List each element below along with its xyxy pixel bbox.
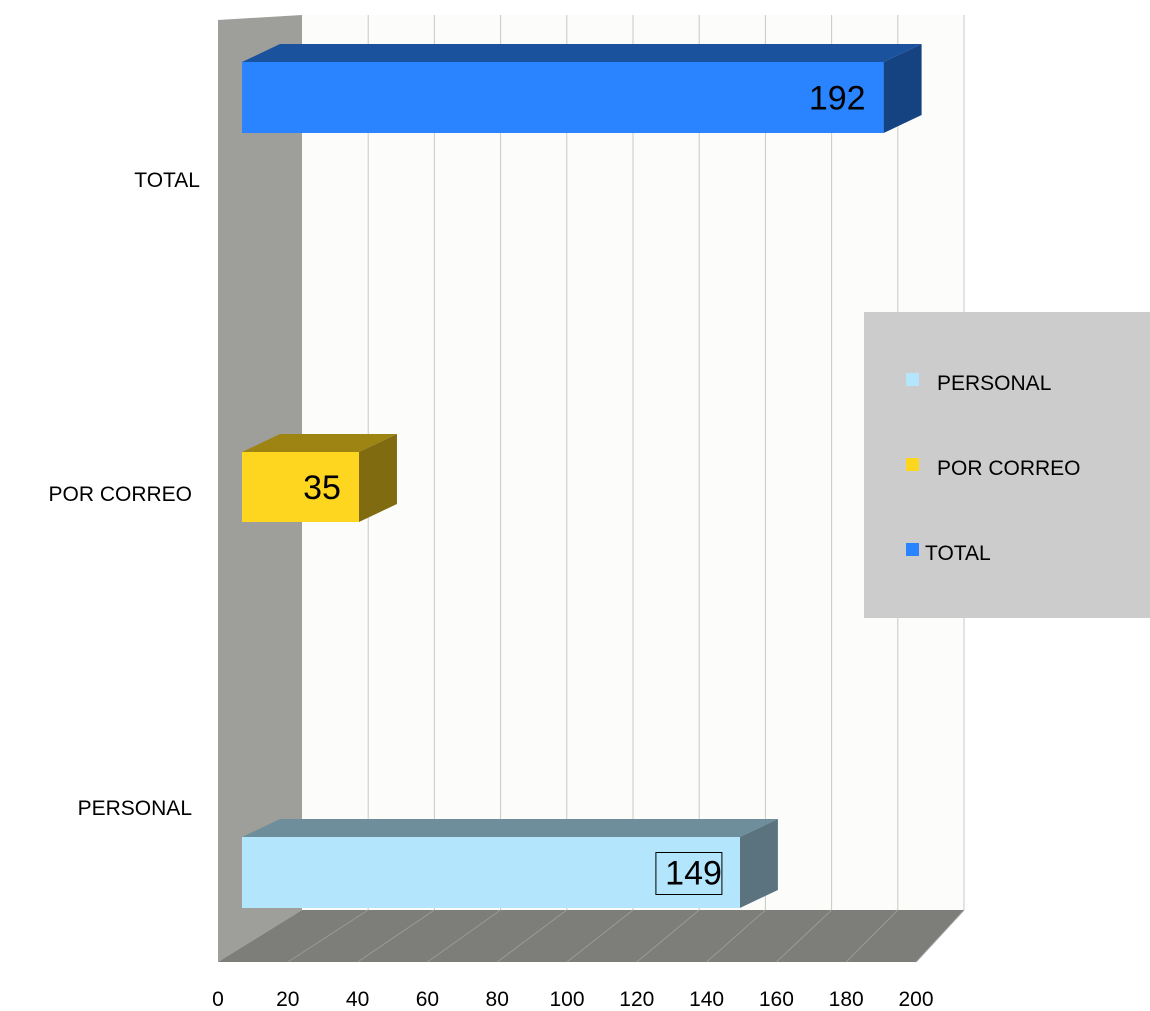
- legend-swatch-total: [906, 543, 919, 556]
- x-tick-label: 160: [759, 988, 794, 1011]
- floor-gridline: [427, 909, 501, 963]
- x-tick-label: 200: [898, 988, 933, 1011]
- data-label: 149: [665, 855, 722, 893]
- bar-top-face: [242, 44, 922, 62]
- legend-label-total: TOTAL: [925, 542, 991, 565]
- bar-group-total: 192: [242, 44, 922, 133]
- x-tick-label: 0: [212, 988, 224, 1011]
- bar-group-personal: 149: [242, 819, 778, 908]
- x-tick-label: 100: [549, 988, 584, 1011]
- bar-group-por-correo: 35: [242, 434, 397, 522]
- legend-label-personal: PERSONAL: [937, 372, 1051, 395]
- data-label: 192: [809, 80, 866, 118]
- floor-gridline: [636, 909, 700, 963]
- data-label: 35: [303, 469, 341, 507]
- data-label-box: [655, 852, 723, 895]
- x-tick-label: 120: [619, 988, 654, 1011]
- category-label: TOTAL: [134, 169, 200, 192]
- legend-label-por-correo: POR CORREO: [937, 457, 1081, 480]
- floor-gridline: [915, 909, 965, 963]
- floor-gridline: [496, 909, 568, 963]
- x-tick-label: 180: [829, 988, 864, 1011]
- category-label: PERSONAL: [78, 797, 192, 820]
- legend: PERSONAL POR CORREO TOTAL: [864, 312, 1150, 618]
- floor-gridline: [706, 909, 766, 963]
- bar-end-face: [358, 434, 397, 522]
- floor-gridline: [845, 909, 899, 963]
- bar-end-face: [883, 44, 922, 133]
- legend-swatch-por-correo: [906, 458, 919, 471]
- floor-gridline: [287, 909, 369, 963]
- plot-floor: [218, 910, 964, 962]
- floor-gridline: [357, 909, 435, 963]
- x-tick-label: 80: [486, 988, 509, 1011]
- bar: [242, 452, 359, 522]
- x-tick-label: 60: [416, 988, 439, 1011]
- bar-top-face: [242, 434, 397, 452]
- x-tick-label: 20: [276, 988, 299, 1011]
- bar-end-face: [739, 819, 778, 908]
- x-tick-label: 140: [689, 988, 724, 1011]
- category-label: POR CORREO: [48, 483, 192, 506]
- floor-gridline: [566, 909, 634, 963]
- bar: [242, 62, 884, 133]
- legend-swatch-personal: [906, 373, 919, 386]
- floor-gridline: [776, 909, 832, 963]
- bar-top-face: [242, 819, 778, 837]
- bar: [242, 837, 740, 908]
- x-tick-label: 40: [346, 988, 369, 1011]
